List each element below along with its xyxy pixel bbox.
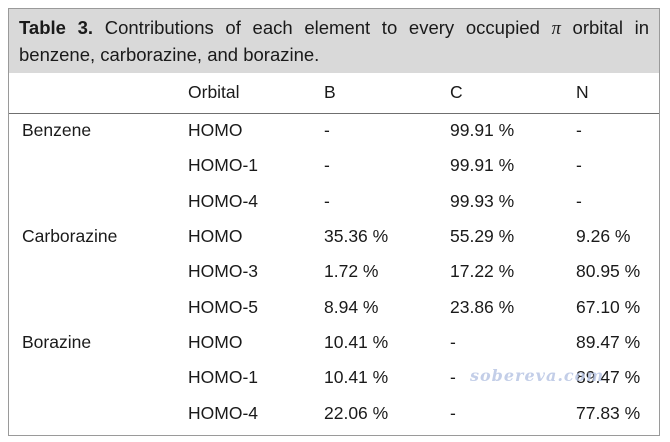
orbital-cell: HOMO-4 (188, 190, 258, 211)
b-value-cell: - (324, 120, 330, 141)
b-value-cell: - (324, 190, 330, 211)
molecule-cell: Borazine (22, 331, 92, 352)
table-row: HOMO-4 22.06 % - 77.83 % (9, 395, 659, 430)
b-value-cell: 35.36 % (324, 226, 389, 247)
c-value-cell: 17.22 % (450, 261, 515, 282)
molecule-cell (9, 148, 188, 183)
molecule-cell (9, 360, 188, 395)
b-value-cell: 8.94 % (324, 296, 379, 317)
table-row: Borazine HOMO 10.41 % - 89.47 % (9, 325, 659, 360)
b-value-cell: 10.41 % (324, 367, 389, 388)
molecule-cell: Benzene (22, 120, 92, 141)
c-value-cell: 23.86 % (450, 296, 515, 317)
c-value-cell: - (450, 331, 456, 352)
orbital-cell: HOMO-1 (188, 155, 258, 176)
n-value-cell: - (576, 190, 582, 211)
orbital-cell: HOMO-5 (188, 296, 258, 317)
header-cell-molecule (9, 73, 188, 114)
orbital-cell: HOMO-4 (188, 402, 258, 423)
table-row: HOMO-5 8.94 % 23.86 % 67.10 % (9, 289, 659, 324)
header-row: Orbital B C N (9, 73, 659, 114)
n-value-cell: 80.95 % (576, 261, 641, 282)
pi-symbol: π (551, 19, 561, 39)
header-cell-orbital: Orbital (188, 73, 324, 114)
table-frame: Table 3. Contributions of each element t… (8, 8, 660, 436)
n-value-cell: 9.26 % (576, 226, 631, 247)
table-row: Benzene HOMO - 99.91 % - (9, 113, 659, 148)
orbital-cell: HOMO-1 (188, 367, 258, 388)
c-value-cell: 99.93 % (450, 190, 515, 211)
n-value-cell: 89.47 % (576, 367, 641, 388)
c-value-cell: 99.91 % (450, 155, 515, 176)
contributions-table: Orbital B C N Benzene HOMO - 99.91 % - H… (9, 73, 659, 431)
orbital-cell: HOMO (188, 226, 243, 247)
molecule-cell (9, 184, 188, 219)
orbital-cell: HOMO-3 (188, 261, 258, 282)
n-value-cell: - (576, 120, 582, 141)
table-row: HOMO-4 - 99.93 % - (9, 184, 659, 219)
c-value-cell: 55.29 % (450, 226, 515, 247)
table-row: HOMO-1 10.41 % - 89.47 % (9, 360, 659, 395)
table-caption: Table 3. Contributions of each element t… (9, 9, 659, 73)
header-cell-n: N (576, 73, 659, 114)
caption-text-1: Contributions of each element to every o… (93, 17, 552, 38)
c-value-cell: - (450, 402, 456, 423)
c-value-cell: - (450, 367, 456, 388)
table-row: HOMO-3 1.72 % 17.22 % 80.95 % (9, 254, 659, 289)
header-cell-b: B (324, 73, 450, 114)
c-value-cell: 99.91 % (450, 120, 515, 141)
table-row: Carborazine HOMO 35.36 % 55.29 % 9.26 % (9, 219, 659, 254)
b-value-cell: 1.72 % (324, 261, 379, 282)
molecule-cell (9, 254, 188, 289)
header-cell-c: C (450, 73, 576, 114)
orbital-cell: HOMO (188, 120, 243, 141)
orbital-cell: HOMO (188, 331, 243, 352)
table-label: Table 3. (19, 17, 94, 38)
n-value-cell: - (576, 155, 582, 176)
caption-text-2: orbital in benzene, carborazine, and bor… (19, 17, 649, 65)
n-value-cell: 77.83 % (576, 402, 641, 423)
molecule-cell: Carborazine (22, 226, 118, 247)
n-value-cell: 89.47 % (576, 331, 641, 352)
b-value-cell: - (324, 155, 330, 176)
molecule-cell (9, 395, 188, 430)
b-value-cell: 10.41 % (324, 331, 389, 352)
table-row: HOMO-1 - 99.91 % - (9, 148, 659, 183)
molecule-cell (9, 289, 188, 324)
b-value-cell: 22.06 % (324, 402, 389, 423)
n-value-cell: 67.10 % (576, 296, 641, 317)
